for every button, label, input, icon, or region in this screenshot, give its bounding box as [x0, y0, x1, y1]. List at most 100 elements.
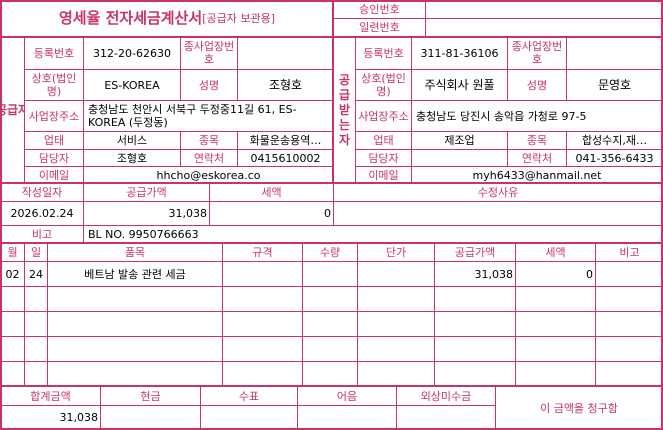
items-cell-unit-price [357, 336, 435, 362]
credit-label: 외상미수금 [396, 386, 496, 406]
tax-value: 0 [209, 201, 334, 226]
supplier-address: 충청남도 천안시 서북구 두정중11길 61, ES-KOREA (두정동) [83, 100, 334, 132]
items-cell-month [0, 361, 25, 387]
divider [332, 0, 334, 184]
supplier-name: ES-KOREA [83, 69, 181, 101]
buyer-phone-label: 연락처 [507, 149, 567, 167]
tax-label: 세액 [209, 183, 334, 202]
items-cell-qty [302, 261, 358, 287]
buyer-name-label: 상호(법인명) [355, 69, 412, 101]
items-cell-spec [222, 361, 303, 387]
border-top [0, 0, 663, 2]
promissory-note-value [297, 405, 397, 430]
check-value [200, 405, 298, 430]
items-cell-supply [434, 336, 516, 362]
total-label: 합계금액 [0, 386, 101, 406]
items-cell-qty [302, 311, 358, 337]
supplier-sub-biz-label: 종사업장번호 [180, 36, 238, 70]
supplier-rep: 조형호 [237, 69, 334, 101]
credit-value [396, 405, 496, 430]
cash-value [100, 405, 201, 430]
buyer-rep: 문영호 [566, 69, 663, 101]
reason-label: 수정사유 [333, 183, 663, 202]
items-cell-tax [515, 286, 596, 312]
buyer-biz-type-label: 업태 [355, 131, 412, 150]
items-header-qty: 수량 [302, 243, 358, 262]
buyer-reg-no: 311-81-36106 [411, 36, 508, 70]
divider [0, 242, 663, 244]
border-right [661, 0, 663, 430]
supplier-section-label: 공급자 [0, 36, 25, 184]
items-cell-unit-price [357, 286, 435, 312]
items-cell-month [0, 311, 25, 337]
items-cell-item: 베트남 발송 관련 세금 [47, 261, 223, 287]
buyer-sub-biz-label: 종사업장번호 [507, 36, 567, 70]
supplier-biz-item-label: 종목 [180, 131, 238, 150]
supplier-reg-no: 312-20-62630 [83, 36, 181, 70]
supply-label: 공급가액 [83, 183, 210, 202]
items-cell-item [47, 311, 223, 337]
buyer-reg-no-label: 등록번호 [355, 36, 412, 70]
items-cell-remark [595, 336, 663, 362]
reason-value [333, 201, 663, 226]
items-cell-remark [595, 261, 663, 287]
cash-label: 현금 [100, 386, 201, 406]
supplier-address-label: 사업장주소 [24, 100, 84, 132]
supplier-biz-type: 서비스 [83, 131, 181, 150]
divider [0, 36, 663, 38]
items-cell-spec [222, 336, 303, 362]
divider [0, 385, 663, 387]
buyer-section-label: 공급받는자 [333, 36, 356, 184]
items-cell-day [24, 286, 48, 312]
items-cell-supply: 31,038 [434, 261, 516, 287]
items-cell-supply [434, 286, 516, 312]
items-header-tax: 세액 [515, 243, 596, 262]
border-left [0, 0, 2, 430]
buyer-phone: 041-356-6433 [566, 149, 663, 167]
buyer-address-label: 사업장주소 [355, 100, 412, 132]
items-cell-unit-price [357, 361, 435, 387]
supplier-contact-label: 담당자 [24, 149, 84, 167]
items-cell-day [24, 311, 48, 337]
items-header-unit-price: 단가 [357, 243, 435, 262]
items-cell-qty [302, 336, 358, 362]
items-header-item: 품목 [47, 243, 223, 262]
date-label: 작성일자 [0, 183, 84, 202]
items-cell-spec [222, 311, 303, 337]
buyer-contact-label: 담당자 [355, 149, 412, 167]
supplier-reg-no-label: 등록번호 [24, 36, 84, 70]
supplier-name-label: 상호(법인명) [24, 69, 84, 101]
items-cell-day [24, 336, 48, 362]
items-header-supply: 공급가액 [434, 243, 516, 262]
buyer-rep-label: 성명 [507, 69, 567, 101]
items-cell-unit-price [357, 261, 435, 287]
date-value: 2026.02.24 [0, 201, 84, 226]
items-cell-month [0, 336, 25, 362]
items-cell-tax [515, 361, 596, 387]
items-cell-tax [515, 311, 596, 337]
total-value: 31,038 [0, 405, 101, 430]
items-cell-qty [302, 361, 358, 387]
supply-value: 31,038 [83, 201, 210, 226]
items-cell-month [0, 286, 25, 312]
items-header-spec: 규격 [222, 243, 303, 262]
divider [0, 182, 663, 184]
title-main: 영세율 전자세금계산서 [58, 9, 203, 27]
items-cell-tax: 0 [515, 261, 596, 287]
items-header-month: 월 [0, 243, 25, 262]
approval-no-label: 승인번호 [333, 0, 426, 19]
items-cell-qty [302, 286, 358, 312]
buyer-sub-biz [566, 36, 663, 70]
supplier-rep-label: 성명 [180, 69, 238, 101]
items-cell-tax [515, 336, 596, 362]
serial-no-label: 일련번호 [333, 18, 426, 37]
items-cell-remark [595, 361, 663, 387]
supplier-biz-type-label: 업태 [24, 131, 84, 150]
supplier-sub-biz [237, 36, 334, 70]
supplier-contact: 조형호 [83, 149, 181, 167]
items-cell-remark [595, 286, 663, 312]
serial-no-value [425, 18, 663, 37]
supplier-phone: 0415610002 [237, 149, 334, 167]
items-header-remark: 비고 [595, 243, 663, 262]
items-cell-item [47, 361, 223, 387]
